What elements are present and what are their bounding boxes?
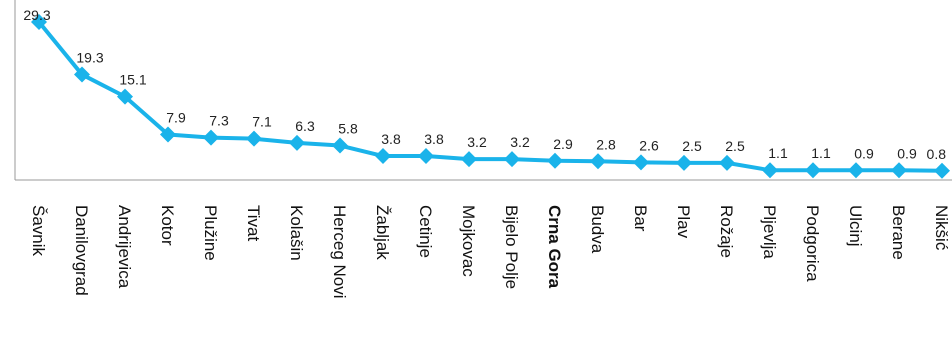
data-label: 1.1 bbox=[811, 145, 831, 161]
data-point-marker bbox=[418, 148, 434, 165]
x-tick-label: Herceg Novi bbox=[330, 205, 349, 299]
x-tick-label: Bijelo Polje bbox=[502, 205, 521, 289]
x-tick-label: Crna Gora bbox=[545, 205, 564, 289]
data-label: 3.2 bbox=[467, 134, 487, 150]
data-point-marker bbox=[289, 134, 305, 151]
data-label: 3.8 bbox=[381, 131, 401, 147]
data-point-marker bbox=[160, 126, 176, 143]
data-label: 7.9 bbox=[166, 109, 186, 125]
data-label: 19.3 bbox=[76, 50, 103, 66]
data-point-marker bbox=[590, 153, 606, 170]
x-tick-label: Plav bbox=[674, 205, 693, 239]
x-tick-label: Mojkovac bbox=[459, 205, 478, 277]
data-point-marker bbox=[891, 162, 907, 179]
x-tick-label: Danilovgrad bbox=[72, 205, 91, 296]
data-label: 7.1 bbox=[252, 114, 272, 130]
data-label: 2.8 bbox=[596, 136, 616, 152]
data-point-marker bbox=[375, 148, 391, 165]
data-label: 3.8 bbox=[424, 131, 444, 147]
data-point-marker bbox=[74, 66, 90, 83]
data-label: 3.2 bbox=[510, 134, 530, 150]
data-point-marker bbox=[934, 162, 950, 179]
x-tick-label: Šavnik bbox=[29, 205, 48, 257]
x-tick-label: Tivat bbox=[244, 205, 263, 241]
data-label: 0.9 bbox=[854, 145, 874, 161]
data-point-marker bbox=[246, 130, 262, 147]
data-labels: 29.3 19.3 15.1 7.9 7.3 7.1 6.3 5.8 3.8 3.8 3.2 3.2 2… bbox=[23, 7, 946, 162]
data-point-marker bbox=[117, 88, 133, 105]
data-point-marker bbox=[332, 137, 348, 154]
data-markers bbox=[31, 14, 950, 179]
data-point-marker bbox=[504, 151, 520, 168]
data-point-marker bbox=[547, 152, 563, 169]
x-tick-label: Andrijevica bbox=[115, 205, 134, 289]
x-tick-label: Rožaje bbox=[717, 205, 736, 258]
x-tick-labels: Šavnik Danilovgrad Andrijevica Kotor Plužine… bbox=[29, 205, 951, 299]
data-point-marker bbox=[203, 129, 219, 146]
data-label: 29.3 bbox=[23, 7, 50, 23]
data-point-marker bbox=[633, 154, 649, 171]
x-tick-label: Budva bbox=[588, 205, 607, 254]
x-tick-label: Berane bbox=[889, 205, 908, 260]
data-label: 2.5 bbox=[725, 138, 745, 154]
data-label: 2.5 bbox=[682, 138, 702, 154]
x-tick-label: Kotor bbox=[158, 205, 177, 246]
data-point-marker bbox=[31, 14, 47, 30]
data-label: 6.3 bbox=[295, 118, 315, 134]
series-line bbox=[37, 20, 943, 173]
data-label: 15.1 bbox=[119, 72, 146, 88]
data-point-marker bbox=[461, 151, 477, 168]
data-point-marker bbox=[676, 154, 692, 171]
data-label: 2.9 bbox=[553, 136, 573, 152]
data-point-marker bbox=[762, 162, 778, 179]
x-tick-label: Nikšić bbox=[932, 205, 951, 251]
x-tick-label: Bar bbox=[631, 205, 650, 232]
data-point-marker bbox=[848, 162, 864, 179]
data-point-marker bbox=[805, 162, 821, 179]
data-label: 5.8 bbox=[338, 121, 358, 137]
data-label: 0.9 bbox=[897, 145, 917, 161]
x-tick-label: Cetinje bbox=[416, 205, 435, 258]
x-tick-label: Žabljak bbox=[373, 205, 392, 260]
data-label: 0.8 bbox=[927, 146, 947, 162]
x-tick-label: Kolašin bbox=[287, 205, 306, 261]
x-tick-label: Ulcinj bbox=[846, 205, 865, 247]
data-label: 7.3 bbox=[209, 113, 229, 129]
x-tick-label: Pljevlja bbox=[760, 205, 779, 259]
x-tick-label: Podgorica bbox=[803, 205, 822, 282]
data-label: 1.1 bbox=[768, 145, 788, 161]
data-label: 2.6 bbox=[639, 137, 659, 153]
data-point-marker bbox=[719, 154, 735, 171]
x-tick-label: Plužine bbox=[201, 205, 220, 261]
